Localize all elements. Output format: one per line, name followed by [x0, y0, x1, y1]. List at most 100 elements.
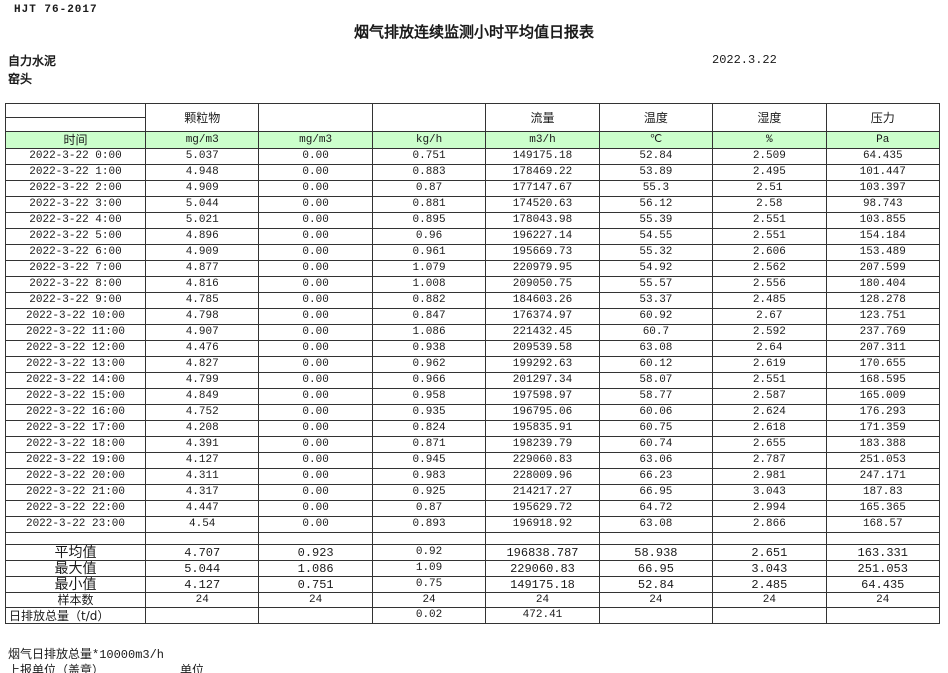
- value-cell: 63.06: [598, 452, 714, 469]
- summary-value-cell: 163.331: [825, 544, 941, 561]
- data-row: 2022-3-22 7:00 4.877 0.00 1.079 220979.95 54.…: [5, 260, 941, 277]
- data-row: 2022-3-22 15:00 4.849 0.00 0.958 197598.97 58…: [5, 388, 941, 405]
- summary-value-cell: 24: [825, 592, 941, 608]
- value-cell: 176.293: [825, 404, 941, 421]
- value-cell: 2.618: [712, 420, 827, 437]
- report-date: 2022.3.22: [712, 53, 777, 67]
- time-cell: 2022-3-22 21:00: [5, 484, 146, 501]
- value-cell: 0.925: [371, 484, 487, 501]
- value-cell: 247.171: [825, 468, 941, 485]
- value-cell: 1.008: [371, 276, 487, 293]
- value-cell: 184603.26: [485, 292, 600, 309]
- summary-value-cell: 58.938: [598, 544, 714, 561]
- summary-value-cell: [258, 607, 373, 624]
- value-cell: 180.404: [825, 276, 941, 293]
- value-cell: 0.87: [371, 500, 487, 517]
- header-split-top-cell: [5, 103, 146, 118]
- value-cell: 209050.75: [485, 276, 600, 293]
- summary-value-cell: 24: [371, 592, 487, 608]
- value-cell: 53.37: [598, 292, 714, 309]
- summary-value-cell: 2.651: [712, 544, 827, 561]
- value-cell: 0.00: [258, 420, 373, 437]
- time-cell: 2022-3-22 18:00: [5, 436, 146, 453]
- time-cell: 2022-3-22 10:00: [5, 308, 146, 325]
- header-temperature: 温度: [598, 103, 714, 132]
- data-row: 2022-3-22 23:00 4.54 0.00 0.893 196918.92 63.…: [5, 516, 941, 533]
- value-cell: 2.51: [712, 180, 827, 197]
- value-cell: 0.00: [258, 500, 373, 517]
- value-cell: 0.00: [258, 340, 373, 357]
- value-cell: 149175.18: [485, 148, 600, 165]
- summary-label: 样本数: [5, 592, 146, 608]
- value-cell: 2.58: [712, 196, 827, 213]
- summary-value-cell: 0.92: [371, 544, 487, 561]
- value-cell: 207.311: [825, 340, 941, 357]
- data-row: 2022-3-22 1:00 4.948 0.00 0.883 178469.22 53.…: [5, 164, 941, 181]
- value-cell: 55.32: [598, 244, 714, 261]
- data-row: 2022-3-22 19:00 4.127 0.00 0.945 229060.83 63…: [5, 452, 941, 469]
- value-cell: 153.489: [825, 244, 941, 261]
- value-cell: 0.00: [258, 260, 373, 277]
- value-cell: 4.317: [144, 484, 260, 501]
- summary-value-cell: 24: [258, 592, 373, 608]
- value-cell: 183.388: [825, 436, 941, 453]
- empty-cell: [485, 532, 600, 545]
- value-cell: 60.12: [598, 356, 714, 373]
- time-cell: 2022-3-22 0:00: [5, 148, 146, 165]
- report-table: 颗粒物 流量 温度 湿度 压力 时间 mg/m3 mg/m3 kg/h m3/h…: [5, 103, 941, 624]
- data-row: 2022-3-22 11:00 4.907 0.00 1.086 221432.45 60…: [5, 324, 941, 341]
- station-name: 窑头: [8, 72, 33, 86]
- value-cell: 209539.58: [485, 340, 600, 357]
- value-cell: 0.824: [371, 420, 487, 437]
- unit-m3-h: m3/h: [485, 131, 600, 149]
- data-row: 2022-3-22 18:00 4.391 0.00 0.871 198239.79 60…: [5, 436, 941, 453]
- summary-value-cell: 1.086: [258, 560, 373, 577]
- value-cell: 2.866: [712, 516, 827, 533]
- time-cell: 2022-3-22 15:00: [5, 388, 146, 405]
- time-cell: 2022-3-22 3:00: [5, 196, 146, 213]
- value-cell: 55.57: [598, 276, 714, 293]
- value-cell: 199292.63: [485, 356, 600, 373]
- value-cell: 2.994: [712, 500, 827, 517]
- value-cell: 101.447: [825, 164, 941, 181]
- summary-label: 日排放总量（t/d）: [5, 607, 146, 624]
- value-cell: 0.966: [371, 372, 487, 389]
- value-cell: 4.849: [144, 388, 260, 405]
- data-row: 2022-3-22 16:00 4.752 0.00 0.935 196795.06 60…: [5, 404, 941, 421]
- time-cell: 2022-3-22 8:00: [5, 276, 146, 293]
- value-cell: 220979.95: [485, 260, 600, 277]
- value-cell: 60.92: [598, 308, 714, 325]
- value-cell: 64.435: [825, 148, 941, 165]
- value-cell: 0.962: [371, 356, 487, 373]
- unit-celsius: ℃: [598, 131, 714, 149]
- footer-unit-label: 单位: [180, 663, 205, 673]
- summary-value-cell: 64.435: [825, 576, 941, 593]
- header-split-bottom-cell: [5, 117, 146, 132]
- value-cell: 0.958: [371, 388, 487, 405]
- data-row: 2022-3-22 8:00 4.816 0.00 1.008 209050.75 55.…: [5, 276, 941, 293]
- header-humidity: 湿度: [712, 103, 827, 132]
- value-cell: 0.00: [258, 292, 373, 309]
- time-cell: 2022-3-22 4:00: [5, 212, 146, 229]
- summary-value-cell: 5.044: [144, 560, 260, 577]
- data-row: 2022-3-22 22:00 4.447 0.00 0.87 195629.72 64.…: [5, 500, 941, 517]
- value-cell: 4.877: [144, 260, 260, 277]
- value-cell: 0.00: [258, 452, 373, 469]
- value-cell: 4.476: [144, 340, 260, 357]
- empty-cell: [258, 532, 373, 545]
- value-cell: 0.882: [371, 292, 487, 309]
- table-header: 颗粒物 流量 温度 湿度 压力 时间 mg/m3 mg/m3 kg/h m3/h…: [5, 103, 941, 149]
- value-cell: 0.938: [371, 340, 487, 357]
- data-row: 2022-3-22 20:00 4.311 0.00 0.983 228009.96 66…: [5, 468, 941, 485]
- summary-value-cell: [144, 607, 260, 624]
- daily-total-row: 日排放总量（t/d） 0.02 472.41: [5, 607, 941, 624]
- time-cell: 2022-3-22 19:00: [5, 452, 146, 469]
- summary-value-cell: 4.127: [144, 576, 260, 593]
- time-cell: 2022-3-22 9:00: [5, 292, 146, 309]
- value-cell: 98.743: [825, 196, 941, 213]
- summary-value-cell: 24: [712, 592, 827, 608]
- value-cell: 0.00: [258, 516, 373, 533]
- value-cell: 58.07: [598, 372, 714, 389]
- data-row: 2022-3-22 9:00 4.785 0.00 0.882 184603.26 53.…: [5, 292, 941, 309]
- value-cell: 2.495: [712, 164, 827, 181]
